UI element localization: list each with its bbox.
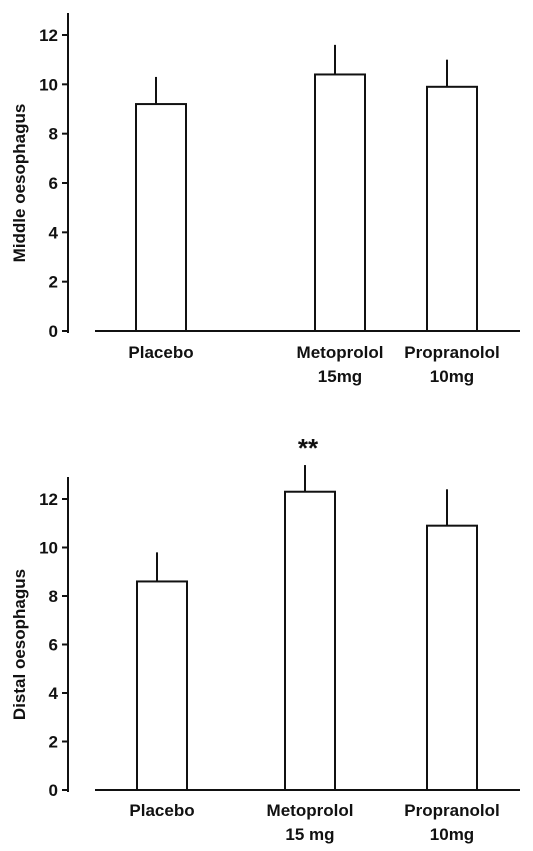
y-tick-label: 6 <box>49 636 58 655</box>
category-label: 10mg <box>430 825 474 844</box>
y-axis-label: Middle oesophagus <box>10 104 29 263</box>
bar <box>284 490 336 791</box>
bar <box>314 73 366 332</box>
y-tick-label: 12 <box>39 26 58 45</box>
y-tick-label: 10 <box>39 539 58 558</box>
category-label: Metoprolol <box>267 801 354 820</box>
y-tick-label: 4 <box>49 223 59 242</box>
bar <box>135 103 187 332</box>
category-label: Metoprolol <box>297 343 384 362</box>
y-axis-label: Distal oesophagus <box>10 569 29 720</box>
bar <box>136 580 188 792</box>
y-tick-label: 0 <box>49 781 58 800</box>
bar <box>426 85 478 332</box>
category-label: 15mg <box>318 367 362 386</box>
y-tick-label: 2 <box>49 273 58 292</box>
chart-panel-1: 0 2 4 6 8 10 12 Middle oesophagus Placebo Metopro… <box>10 13 520 386</box>
y-tick-label: 8 <box>49 587 58 606</box>
y-tick-label: 0 <box>49 322 58 341</box>
category-label: Placebo <box>129 801 194 820</box>
significance-marker: ** <box>298 433 319 463</box>
category-label: 10mg <box>430 367 474 386</box>
category-label: Propranolol <box>404 343 499 362</box>
bar <box>426 524 478 791</box>
y-tick-label: 6 <box>49 174 58 193</box>
category-label: 15 mg <box>285 825 334 844</box>
y-tick-label: 8 <box>49 125 58 144</box>
category-label: Placebo <box>128 343 193 362</box>
category-label: Propranolol <box>404 801 499 820</box>
y-tick-label: 10 <box>39 75 58 94</box>
y-tick-label: 12 <box>39 490 58 509</box>
chart-panel-2: 0 2 4 6 8 10 12 Distal oesophagus Placebo Metopro… <box>10 433 520 844</box>
y-tick-label: 2 <box>49 733 58 752</box>
y-tick-label: 4 <box>49 684 59 703</box>
